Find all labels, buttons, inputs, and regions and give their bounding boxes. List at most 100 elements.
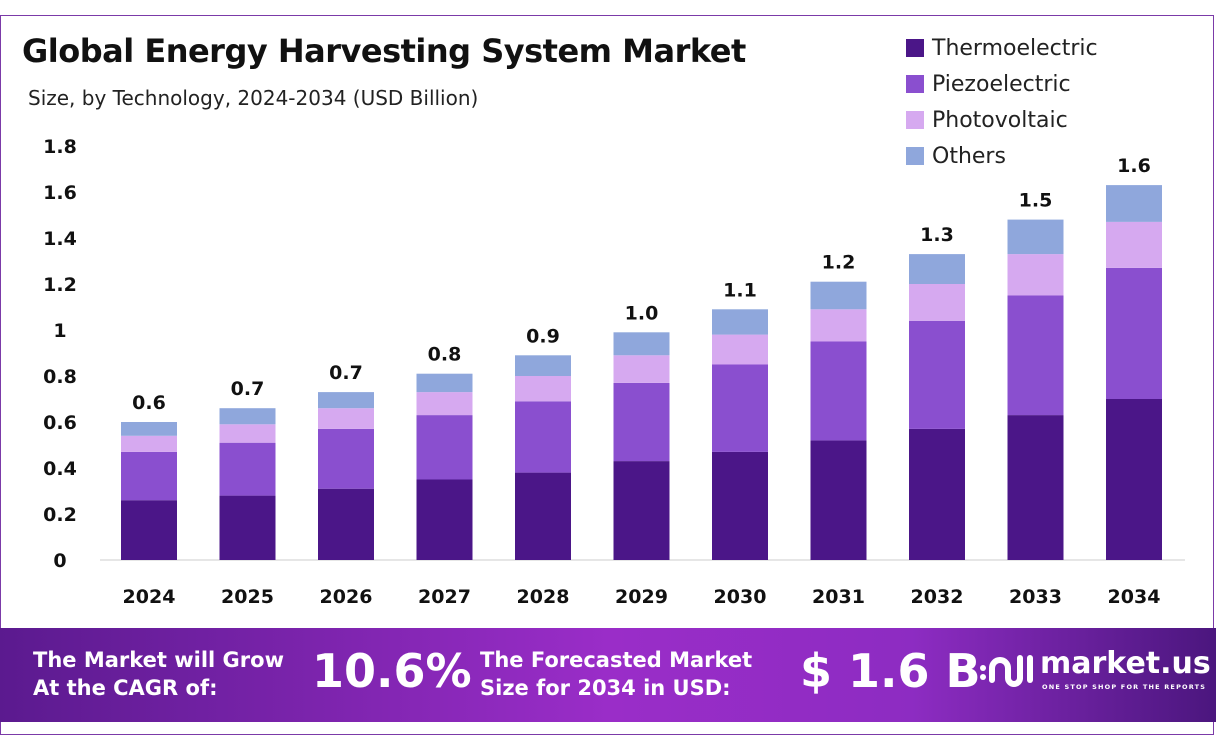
bar-segment-piezoelectric [810,341,867,441]
total-label: 0.7 [329,362,363,384]
total-label: 1.3 [920,224,954,246]
y-tick-label: 1.2 [43,274,77,296]
y-tick-label: 0 [53,550,66,572]
legend-swatch [906,111,924,129]
forecast-label-2: Size for 2034 in USD: [480,676,731,700]
legend: Thermoelectric Piezoelectric Photovoltaic O… [906,30,1098,174]
bar-segment-photovoltaic [219,424,276,443]
y-tick-label: 1.4 [43,228,77,250]
legend-item: Others [906,138,1098,174]
logo-tagline: ONE STOP SHOP FOR THE REPORTS [1042,683,1207,691]
legend-item: Photovoltaic [906,102,1098,138]
bar-segment-thermoelectric [1007,415,1064,560]
bar-segment-thermoelectric [121,500,177,560]
bar-segment-thermoelectric [613,461,670,560]
bar-segment-photovoltaic [318,408,374,429]
total-label: 0.6 [132,392,166,414]
y-tick-label: 1.6 [43,182,77,204]
total-label: 1.6 [1117,155,1151,177]
bar-chart: 0 0.2 0.4 0.6 0.8 1 1.2 1.4 1.6 1.8 0.6 2024 0.7 2025… [43,136,1185,608]
bar-segment-others [613,332,670,356]
bar-segment-others [121,422,177,436]
bar-segment-others [810,281,867,310]
bar-segment-photovoltaic [416,392,473,416]
y-tick-label: 1.8 [43,136,77,158]
bar-segment-others [909,254,965,284]
bar-segment-others [416,373,473,393]
total-label: 0.8 [428,344,462,366]
y-tick-label: 0.4 [43,458,77,480]
bar-segment-piezoelectric [909,320,965,429]
legend-label: Piezoelectric [932,71,1071,97]
bar-segment-others [1007,219,1064,255]
legend-swatch [906,75,924,93]
legend-swatch [906,147,924,165]
bar-segment-thermoelectric [810,440,867,560]
chart-title: Global Energy Harvesting System Market [22,32,746,70]
x-tick-label: 2030 [714,586,767,608]
cagr-label-2: At the CAGR of: [33,676,218,700]
bar-segment-piezoelectric [515,401,571,473]
legend-swatch [906,39,924,57]
bar-segment-photovoltaic [712,334,768,365]
bar-segment-photovoltaic [810,309,867,342]
bar-segment-piezoelectric [1007,295,1064,416]
bar-segment-thermoelectric [318,488,374,560]
legend-item: Piezoelectric [906,66,1098,102]
bar-segment-others [515,355,571,376]
bar-segment-thermoelectric [909,428,965,560]
bar-segment-thermoelectric [219,495,276,560]
logo-name: market.us [1040,646,1211,681]
bar-segment-piezoelectric [613,382,670,462]
x-tick-label: 2033 [1009,586,1062,608]
bar-segment-others [1106,185,1162,222]
x-tick-label: 2028 [517,586,570,608]
bar-segment-photovoltaic [121,435,177,452]
bar-segment-thermoelectric [416,479,473,560]
x-tick-label: 2031 [812,586,865,608]
chart-subtitle: Size, by Technology, 2024-2034 (USD Bill… [28,86,479,110]
bar-segment-photovoltaic [1106,221,1162,268]
bar-segment-piezoelectric [121,451,177,501]
legend-label: Others [932,143,1006,169]
chart-frame [0,15,1214,735]
bar-segment-thermoelectric [1106,399,1162,560]
cagr-label-1: The Market will Grow [33,648,284,672]
y-tick-label: 0.8 [43,366,77,388]
total-label: 1.1 [723,279,757,301]
total-label: 1.2 [822,252,856,274]
bar-segment-photovoltaic [515,376,571,402]
legend-label: Thermoelectric [932,35,1098,61]
x-tick-label: 2026 [320,586,373,608]
x-tick-label: 2034 [1108,586,1161,608]
x-tick-label: 2025 [221,586,274,608]
y-tick-label: 0.2 [43,504,77,526]
y-tick-label: 0.6 [43,412,77,434]
bar-segment-piezoelectric [416,415,473,480]
cagr-value: 10.6% [312,644,472,698]
forecast-label-1: The Forecasted Market [480,648,753,672]
total-label: 0.9 [526,325,560,347]
bar-segment-piezoelectric [318,428,374,489]
legend-item: Thermoelectric [906,30,1098,66]
x-tick-label: 2032 [911,586,964,608]
x-tick-label: 2029 [615,586,668,608]
bar-segment-others [219,408,276,425]
bar-segment-photovoltaic [909,284,965,321]
y-tick-label: 1 [53,320,66,342]
bar-segment-piezoelectric [712,364,768,452]
bar-segment-others [318,392,374,409]
logo-icon [980,655,1033,687]
bar-segment-piezoelectric [1106,267,1162,399]
bar-segment-photovoltaic [1007,254,1064,296]
total-label: 1.0 [625,302,659,324]
bar-segment-thermoelectric [515,472,571,560]
bar-segment-photovoltaic [613,355,670,383]
legend-label: Photovoltaic [932,107,1068,133]
bar-segment-thermoelectric [712,451,768,560]
total-label: 1.5 [1019,190,1053,212]
forecast-value: $ 1.6 B [800,644,981,698]
footer-banner: The Market will Grow At the CAGR of: 10.… [0,628,1216,722]
x-tick-label: 2024 [123,586,176,608]
bar-segment-piezoelectric [219,442,276,496]
